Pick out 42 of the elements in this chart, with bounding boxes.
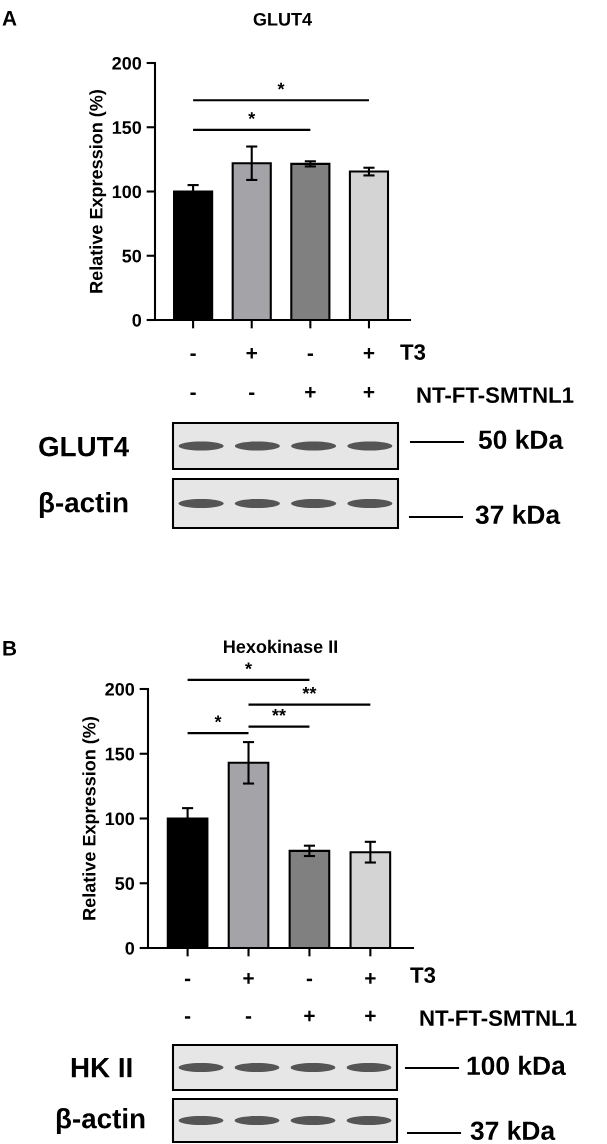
y-axis-title: Relative Expression (%)	[82, 717, 100, 920]
annotation: **	[272, 709, 286, 716]
y-tick-label: 100	[105, 812, 135, 826]
y-tick-label: 150	[105, 747, 135, 761]
annotation: **	[302, 687, 317, 694]
text: β-actin	[56, 1108, 145, 1134]
text: T3	[410, 967, 436, 983]
category-label: + +	[363, 347, 375, 398]
text: NT-FT-SMTNL1	[417, 387, 574, 403]
chart-title: GLUT4	[253, 12, 312, 26]
annotation: *	[214, 715, 222, 723]
text: GLUT4	[39, 436, 129, 457]
y-tick-label: 100	[112, 185, 142, 199]
category-label: + -	[243, 973, 254, 1019]
y-tick-label: 0	[125, 941, 135, 955]
chart-title: Hexokinase II	[224, 639, 337, 654]
y-axis-title: Relative Expression (%)	[89, 90, 107, 293]
text: NT-FT-SMTNL1	[420, 1010, 577, 1026]
text: T3	[400, 344, 426, 360]
y-tick-label: 50	[115, 877, 135, 890]
category-label: - +	[304, 978, 315, 1022]
text: HK II	[71, 1058, 132, 1078]
y-tick-label: 150	[112, 121, 142, 134]
category-label: + +	[365, 973, 376, 1022]
text: A	[2, 11, 17, 26]
category-label: - -	[184, 978, 191, 1019]
text: 100 kDa	[467, 1055, 566, 1076]
annotation: *	[248, 112, 256, 120]
y-tick-label: 200	[105, 682, 135, 696]
category-label: + -	[246, 347, 257, 395]
y-tick-label: 200	[112, 56, 142, 70]
text: *	[245, 662, 253, 670]
text: 37 kDa	[470, 1120, 556, 1141]
y-tick-label: 50	[122, 249, 142, 263]
text: 37 kDa	[475, 504, 561, 525]
category-label: - -	[190, 353, 196, 395]
text: 50 kDa	[478, 429, 564, 450]
y-tick-label: 0	[132, 313, 142, 327]
text: β-actin	[39, 492, 128, 518]
text: B	[3, 641, 17, 656]
category-label: - +	[305, 353, 316, 398]
annotation: *	[277, 82, 285, 90]
